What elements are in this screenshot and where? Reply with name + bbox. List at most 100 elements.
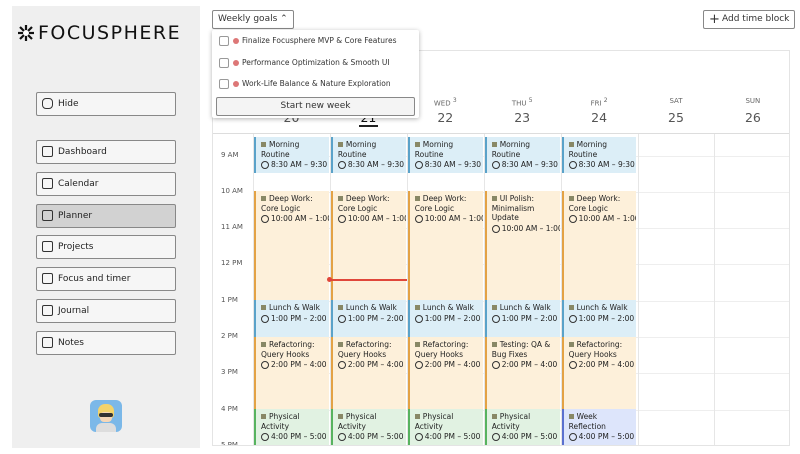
event-time: 1:00 PM – 2:00 PM <box>414 314 483 324</box>
event-time: 2:00 PM – 4:00 PM <box>414 360 483 370</box>
event-time: 10:00 AM – 1:00 PM <box>414 214 483 224</box>
event-time: 4:00 PM – 5:00 PM <box>491 432 560 442</box>
event-time: 1:00 PM – 2:00 PM <box>261 314 329 324</box>
day-date: 23 <box>514 110 531 125</box>
event-title: Lunch & Walk <box>261 303 326 313</box>
nav-icon <box>42 241 53 253</box>
nav-label: Focus and timer <box>58 274 131 285</box>
goal-item[interactable]: Performance Optimization & Smooth UI <box>219 57 390 68</box>
day-date: 24 <box>591 110 608 125</box>
event-title: Physical Activity <box>492 412 557 431</box>
time-label: 9 AM <box>221 150 239 159</box>
nav-icon <box>42 305 53 316</box>
start-new-week-button[interactable]: Start new week <box>216 97 415 116</box>
event-title: Refactoring: Query Hooks <box>338 340 403 359</box>
nav-button[interactable]: Dashboard <box>36 140 176 164</box>
event-time: 8:30 AM – 9:30 AM <box>491 160 560 170</box>
event-title: Morning Routine <box>338 140 403 159</box>
goal-item[interactable]: Finalize Focusphere MVP & Core Features <box>219 36 397 46</box>
avatar[interactable] <box>90 400 122 432</box>
day-name: SAT <box>638 97 715 105</box>
hide-button[interactable]: Hide <box>36 92 176 116</box>
nav-button[interactable]: Planner <box>36 203 176 228</box>
weekly-goals-button[interactable]: Weekly goals ⌃ <box>212 10 294 29</box>
nav-button[interactable]: Projects <box>36 235 176 260</box>
nav-button[interactable]: Focus and timer <box>36 267 176 292</box>
calendar: 9 AM 10 AM 11 AM 12 PM 1 PM 2 PM 3 PM 4 PM 5 PM M… <box>212 50 790 446</box>
event-title: Lunch & Walk <box>492 303 557 313</box>
nav-button[interactable]: Journal <box>36 299 176 323</box>
nav-label: Journal <box>58 306 90 316</box>
time-label: 12 PM <box>221 259 243 268</box>
event-title: UI Polish: Minimalism Update <box>492 194 557 223</box>
day-badge: 5 <box>528 97 533 104</box>
event-title: Testing: QA & Bug Fixes <box>492 340 557 359</box>
day-name: WED 3 <box>407 97 484 107</box>
nav-icon <box>42 209 53 221</box>
start-new-week-label: Start new week <box>280 101 351 111</box>
event-block[interactable]: UI Polish: Minimalism Update 10:00 AM – 1… <box>484 191 560 300</box>
event-time: 2:00 PM – 4:00 PM <box>261 360 329 370</box>
event-title: Refactoring: Query Hooks <box>261 340 326 359</box>
event-title: Lunch & Walk <box>415 303 480 313</box>
logo: FOCUSPHERE <box>38 22 182 44</box>
nav-icon <box>42 177 53 189</box>
event-time: 10:00 AM – 1:00 PM <box>568 214 636 224</box>
day-date: 25 <box>668 110 684 125</box>
goal-item[interactable]: Work-Life Balance & Nature Exploration <box>219 79 391 89</box>
event-time: 2:00 PM – 4:00 PM <box>568 360 636 370</box>
column-line <box>329 134 331 445</box>
event-title: Refactoring: Query Hooks <box>415 340 480 359</box>
checkbox[interactable] <box>219 79 229 89</box>
event-title: Week Reflection <box>569 412 634 431</box>
column-line <box>253 134 254 445</box>
nav-button[interactable]: Notes <box>36 330 176 355</box>
checkbox[interactable] <box>219 36 229 46</box>
nav-label: Calendar <box>58 178 99 189</box>
day-name: SUN <box>714 97 789 105</box>
nav-button[interactable]: Calendar <box>36 171 176 196</box>
event-time: 8:30 AM – 9:30 AM <box>568 160 636 170</box>
event-time: 1:00 PM – 2:00 PM <box>337 314 406 324</box>
weekly-goals-dropdown: Finalize Focusphere MVP & Core Features P… <box>212 30 419 118</box>
event-time: 2:00 PM – 4:00 PM <box>337 360 406 370</box>
event-title: Physical Activity <box>261 412 326 431</box>
day-date: 26 <box>744 110 761 125</box>
event-title: Physical Activity <box>415 412 480 431</box>
day-name-text: WED <box>433 99 451 108</box>
add-time-block-button[interactable]: + Add time block <box>703 10 796 29</box>
day-date: 22 <box>437 110 454 125</box>
column-line <box>483 134 485 445</box>
event-time: 8:30 AM – 9:30 AM <box>414 160 483 170</box>
time-label: 2 PM <box>221 332 238 340</box>
event-time: 1:00 PM – 2:00 PM <box>491 314 560 324</box>
event-title: Lunch & Walk <box>338 303 403 313</box>
goal-icon <box>233 38 239 44</box>
time-label: 5 PM <box>221 440 238 446</box>
checkbox[interactable] <box>219 57 229 68</box>
